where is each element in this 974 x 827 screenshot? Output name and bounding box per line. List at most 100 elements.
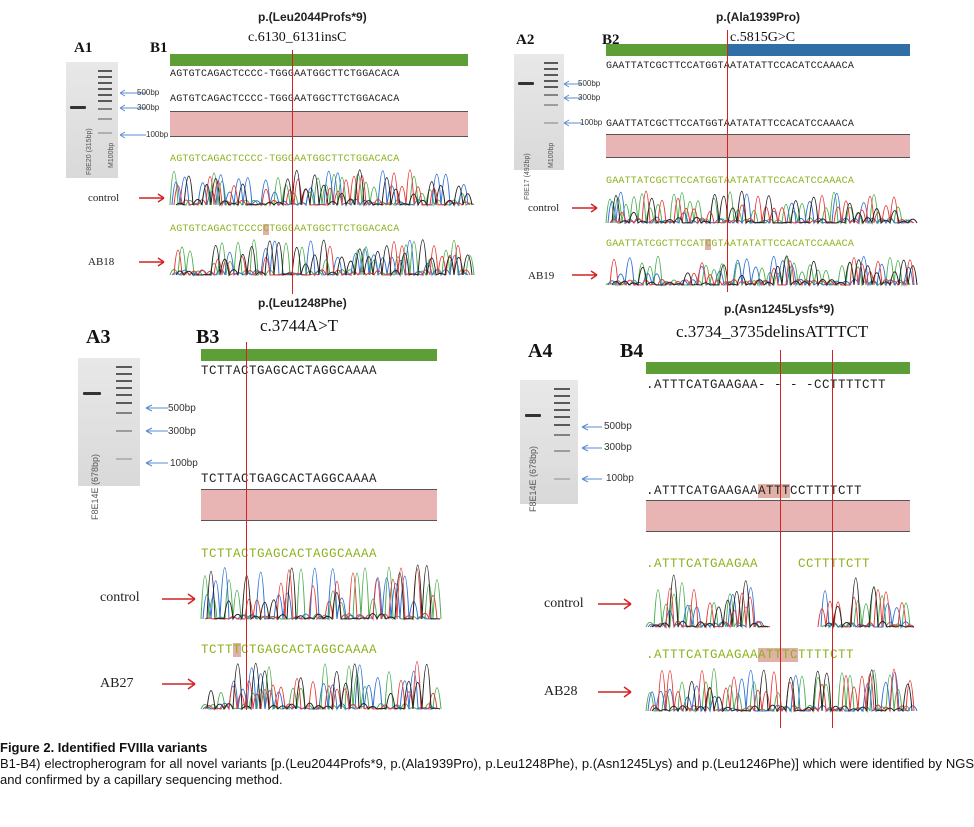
- trace-line: [206, 564, 441, 621]
- gel-panel-label: A1: [74, 40, 93, 56]
- marker-500bp-label: 500bp: [578, 79, 601, 88]
- gel-lane-label: M100bp: [548, 142, 555, 168]
- sample-base-calls: TCTTTCTGAGCACTAGGCAAAA: [201, 643, 378, 657]
- agarose-gel-image: [66, 62, 118, 178]
- marker-500bp-label: 500bp: [168, 403, 196, 414]
- marker-300bp-label: 300bp: [578, 93, 601, 102]
- red-arrow-icon: [139, 193, 165, 203]
- sample-base-calls: AGTGTCAGACTCCCCCTGGGAATGGCTTCTGGACACA: [170, 224, 400, 235]
- control-sample-label: control: [100, 590, 140, 605]
- trace-line: [607, 256, 914, 287]
- trace-line: [605, 256, 911, 287]
- variant-position-line: [292, 50, 293, 294]
- sample-trace: [605, 255, 918, 287]
- marker-300bp-label: 300bp: [137, 103, 160, 112]
- gel-lane-label: F8E17 (492bp): [524, 153, 531, 200]
- control-base-calls: TCTTACTGAGCACTAGGCAAAA: [201, 547, 378, 561]
- reference-sequence: TCTTACTGAGCACTAGGCAAAA: [201, 364, 378, 378]
- marker-100bp-label: 100bp: [606, 473, 634, 484]
- trace-line: [200, 663, 442, 711]
- protein-variant-label: p.(Leu1248Phe): [258, 296, 347, 310]
- control-sample-label: control: [544, 596, 584, 611]
- control-trace: [200, 564, 442, 621]
- mismatch-region: [646, 500, 910, 532]
- protein-variant-label: p.(Ala1939Pro): [716, 10, 801, 24]
- gel-lane-label: F8E14E (678bp): [90, 453, 100, 520]
- chromatogram-panel-label: B4: [620, 340, 644, 362]
- marker-500bp-label: 500bp: [137, 88, 160, 97]
- patient-sample-label: AB28: [544, 684, 578, 699]
- annotation-bar: [201, 349, 437, 361]
- marker-arrows: [119, 89, 146, 139]
- trace-line: [206, 662, 441, 711]
- red-arrow-icon: [572, 270, 598, 280]
- variant-position-line: [246, 342, 247, 710]
- trace-line: [649, 588, 915, 629]
- patient-sample-label: AB18: [88, 256, 115, 268]
- marker-500bp-label: 500bp: [604, 421, 632, 432]
- reference-sequence: .ATTTCATGAAGAA- - - -CCTTTTCTT: [646, 378, 887, 392]
- trace-line: [647, 670, 918, 713]
- variant-end-line: [832, 350, 833, 728]
- figure-caption-text: B1-B4) electropherogram for all novel va…: [0, 756, 974, 787]
- sample-trace: [169, 239, 475, 277]
- patient-sample-label: AB27: [100, 676, 134, 691]
- trace-line: [649, 669, 915, 713]
- chromatogram-panel-label: B3: [196, 326, 220, 348]
- agarose-gel-image: [78, 358, 140, 486]
- annotation-bar: [170, 54, 468, 66]
- trace-line: [173, 241, 471, 277]
- control-trace: [169, 169, 475, 207]
- marker-100bp-label: 100bp: [170, 458, 198, 469]
- control-base-calls: .ATTTCATGAAGAA CCTTTTCTT: [646, 557, 871, 571]
- sample-base-calls: .ATTTCATGAAGAAATTTCTTTTCTT: [646, 648, 855, 662]
- marker-arrows: [563, 80, 582, 127]
- trace-line: [611, 190, 918, 225]
- patient-sample-label: AB19: [528, 270, 555, 282]
- red-arrow-icon: [139, 257, 165, 267]
- trace-line: [200, 566, 442, 621]
- marker-100bp-label: 100bp: [146, 130, 169, 139]
- marker-300bp-label: 300bp: [168, 426, 196, 437]
- trace-line: [611, 255, 918, 287]
- chromatogram-panel-label: B1: [150, 40, 168, 56]
- trace-line: [204, 567, 438, 621]
- annotation-bar-exon: [728, 44, 910, 56]
- red-arrow-icon: [162, 593, 196, 605]
- figure-caption-title: Figure 2. Identified FVIIIa variants: [0, 740, 208, 755]
- cdna-variant-label: c.6130_6131insC: [248, 30, 347, 45]
- sample-trace: [645, 668, 918, 713]
- control-base-calls: GAATTATCGCTTCCATGGTAATATATTCCACATCCAAACA: [606, 176, 855, 187]
- marker-100bp-label: 100bp: [580, 118, 603, 127]
- mismatch-region: [606, 134, 910, 158]
- protein-variant-label: p.(Leu2044Profs*9): [258, 10, 367, 24]
- marker-arrows: [581, 423, 602, 483]
- control-base-calls: AGTGTCAGACTCCCC-TGGGAATGGCTTCTGGACACA: [170, 154, 400, 165]
- trace-line: [651, 574, 915, 629]
- aligned-sequence: GAATTATCGCTTCCATGGTAATATATTCCACATCCAAACA: [606, 119, 855, 130]
- control-trace: [645, 574, 915, 629]
- gel-panel-label: A4: [528, 340, 553, 362]
- trace-line: [175, 169, 473, 207]
- gel-lane-label: M100bp: [108, 142, 115, 168]
- sample-base-calls: GAATTATCGCTTCCATCGTAATATATTCCACATCCAAACA: [606, 239, 855, 250]
- trace-line: [651, 669, 913, 713]
- variant-start-line: [780, 350, 781, 728]
- red-arrow-icon: [598, 598, 632, 610]
- trace-line: [175, 239, 473, 277]
- gel-lane-label: F8E20 (315bp): [86, 128, 93, 175]
- control-sample-label: control: [88, 192, 120, 204]
- trace-line: [173, 169, 471, 207]
- annotation-bar: [606, 44, 728, 56]
- agarose-gel-image: [520, 380, 578, 504]
- marker-300bp-label: 300bp: [604, 442, 632, 453]
- cdna-variant-label: c.3744A>T: [260, 316, 339, 335]
- gel-panel-label: A3: [86, 326, 111, 348]
- mismatch-region: [201, 489, 437, 521]
- gel-panel-label: A2: [516, 32, 535, 48]
- cdna-variant-label: c.3734_3735delinsATTTCT: [676, 322, 869, 341]
- mismatch-region: [170, 111, 468, 137]
- variant-position-line: [727, 30, 728, 292]
- gel-lane-label: F8E14E (678bp): [528, 445, 538, 512]
- marker-arrows: [145, 404, 168, 467]
